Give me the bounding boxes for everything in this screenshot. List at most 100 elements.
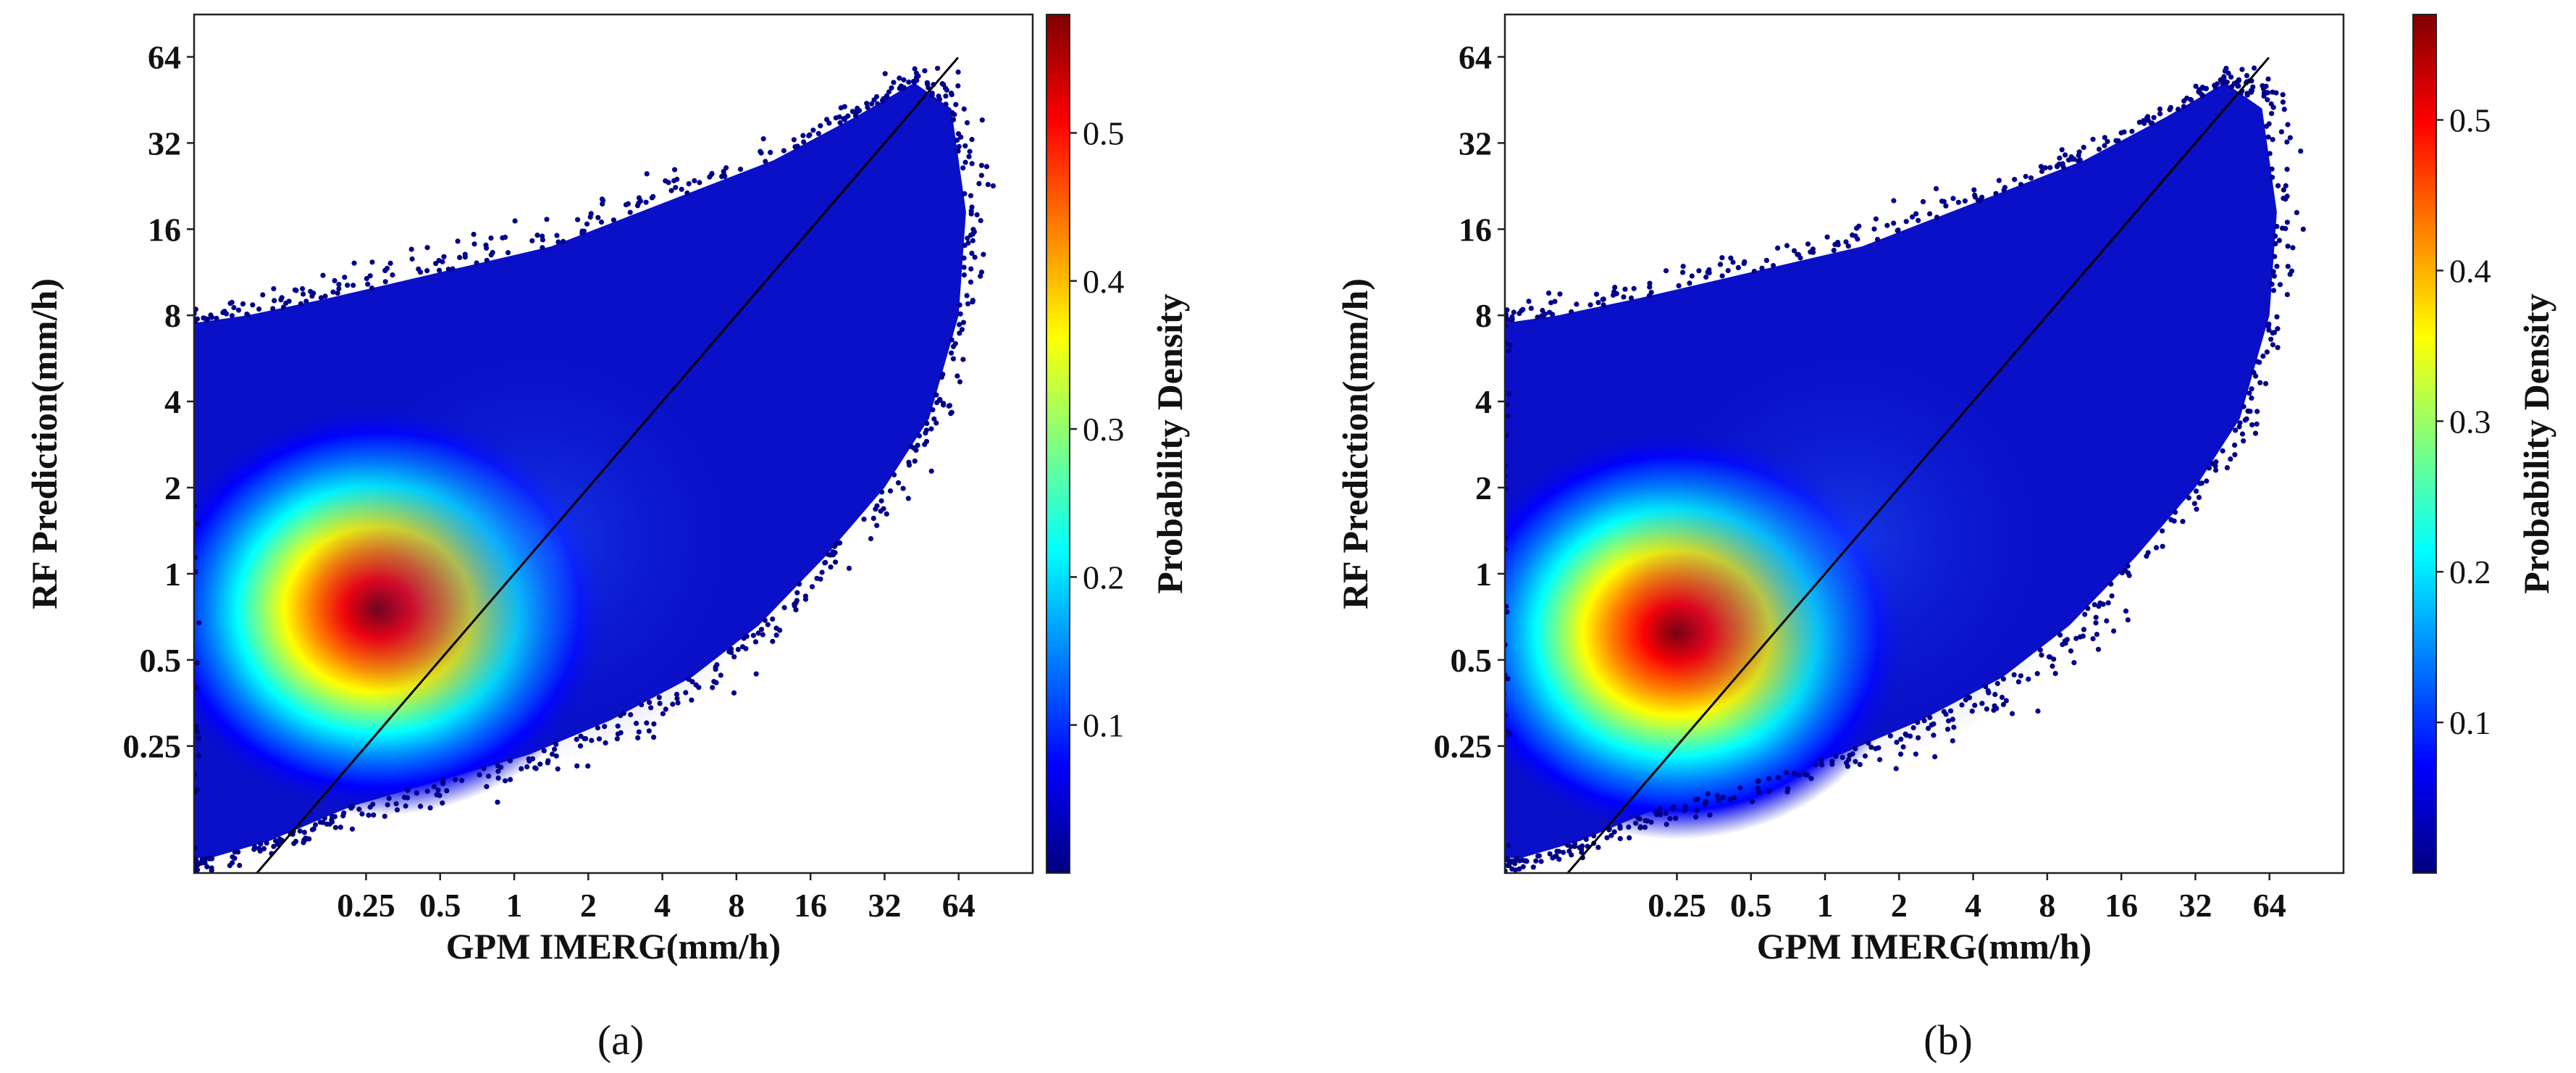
outlier-point: [507, 758, 513, 764]
outlier-point: [1969, 709, 1975, 714]
panel-label: (b): [1923, 1016, 1973, 1064]
outlier-point: [1983, 684, 1989, 690]
outlier-point: [2119, 570, 2125, 576]
outlier-point: [964, 293, 970, 298]
outlier-point: [2023, 173, 2029, 180]
outlier-point: [1719, 273, 1725, 279]
outlier-point: [1813, 761, 1818, 767]
outlier-point: [857, 108, 863, 114]
outlier-point: [956, 143, 962, 149]
outlier-point: [370, 801, 376, 807]
x-tick-label: 0.5: [1730, 887, 1772, 924]
plot-frame: [193, 13, 1034, 874]
outlier-point: [1648, 819, 1654, 825]
outlier-point: [960, 320, 966, 325]
outlier-point: [387, 260, 393, 266]
outlier-point: [2081, 627, 2086, 632]
outlier-point: [802, 593, 808, 599]
outlier-point: [1705, 791, 1711, 797]
outlier-point: [2269, 166, 2275, 172]
outlier-point: [1505, 307, 1510, 313]
outlier-point: [301, 838, 307, 843]
outlier-point: [1663, 810, 1669, 817]
outlier-point: [897, 75, 902, 81]
outlier-point: [2213, 467, 2219, 473]
outlier-point: [1894, 739, 1900, 746]
y-tick-label: 16: [148, 211, 181, 248]
outlier-point: [1979, 701, 1985, 706]
outlier-point: [874, 503, 880, 509]
outlier-point: [752, 639, 759, 645]
outlier-point: [1569, 309, 1574, 314]
outlier-point: [961, 106, 967, 112]
outlier-point: [1950, 196, 1956, 201]
outlier-point: [636, 729, 642, 735]
outlier-point: [555, 239, 561, 245]
outlier-point: [880, 98, 886, 104]
outlier-point: [768, 149, 773, 155]
colorbar: [1046, 14, 1070, 874]
outlier-point: [978, 273, 983, 279]
x-tick-label: 16: [2105, 887, 2138, 924]
outlier-point: [1730, 259, 1736, 265]
outlier-point: [648, 705, 654, 711]
outlier-point: [873, 93, 880, 100]
outlier-point: [1941, 199, 1947, 204]
outlier-point: [674, 691, 680, 698]
outlier-point: [985, 182, 991, 188]
outlier-point: [1950, 738, 1955, 744]
x-axis-label: GPM IMERG(mm/h): [1757, 926, 2092, 966]
outlier-point: [1647, 284, 1653, 290]
outlier-point: [1893, 766, 1899, 772]
outlier-point: [2105, 138, 2110, 144]
outlier-point: [2115, 138, 2121, 143]
outlier-point: [2287, 135, 2293, 141]
outlier-point: [1682, 803, 1688, 809]
outlier-point: [810, 128, 816, 133]
outlier-point: [450, 266, 456, 272]
outlier-point: [955, 69, 961, 75]
outlier-point: [1622, 286, 1628, 292]
outlier-point: [1550, 855, 1556, 861]
outlier-point: [1877, 756, 1883, 763]
outlier-point: [763, 159, 768, 164]
outlier-point: [1916, 735, 1921, 740]
outlier-point: [2181, 104, 2186, 109]
outlier-point: [891, 472, 897, 477]
outlier-point: [928, 468, 934, 474]
y-tick-label: 0.25: [123, 728, 182, 765]
outlier-point: [1829, 759, 1835, 764]
outlier-point: [1845, 243, 1851, 249]
outlier-point: [432, 784, 437, 790]
outlier-point: [2274, 264, 2280, 270]
outlier-point: [424, 245, 430, 251]
outlier-point: [204, 864, 210, 869]
outlier-point: [1550, 312, 1556, 317]
outlier-point: [194, 555, 198, 561]
outlier-point: [762, 617, 768, 623]
outlier-point: [2095, 646, 2102, 652]
y-tick-label: 1: [164, 556, 181, 593]
outlier-point: [271, 285, 277, 292]
outlier-point: [2034, 671, 2040, 677]
outlier-point: [2136, 120, 2142, 125]
outlier-point: [553, 741, 559, 747]
outlier-point: [386, 796, 392, 801]
outlier-point: [2233, 427, 2239, 433]
outlier-point: [481, 765, 487, 772]
outlier-point: [1545, 291, 1552, 296]
outlier-point: [554, 233, 560, 238]
outlier-point: [526, 756, 532, 762]
outlier-point: [1714, 793, 1720, 798]
outlier-point: [2246, 391, 2252, 396]
outlier-point: [2260, 354, 2266, 359]
outlier-point: [2212, 85, 2218, 91]
outlier-point: [2144, 554, 2149, 559]
outlier-point: [2275, 183, 2281, 188]
outlier-point: [672, 167, 678, 172]
outlier-point: [440, 800, 445, 806]
outlier-point: [575, 217, 581, 222]
outlier-point: [1795, 251, 1800, 257]
colorbar-tick-label: 0.2: [1083, 559, 1125, 596]
outlier-point: [584, 221, 590, 227]
